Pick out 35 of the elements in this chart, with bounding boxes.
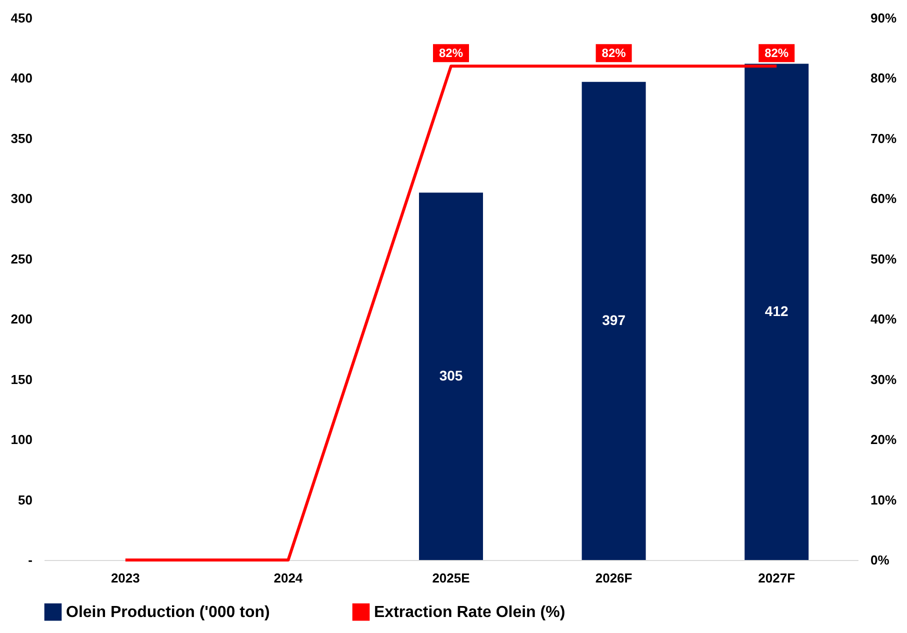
y-tick-label: 200: [10, 312, 32, 327]
y2-tick-label: 30%: [870, 372, 897, 387]
y2-tick-label: 50%: [870, 251, 897, 266]
bar: [419, 192, 483, 560]
data-label: 82%: [764, 46, 789, 60]
y2-tick-label: 90%: [870, 10, 897, 26]
y2-tick-label: 40%: [870, 312, 897, 327]
y2-tick-label: 0%: [870, 552, 890, 568]
x-tick-label: 2027F: [758, 570, 796, 586]
data-label: 82%: [438, 46, 464, 60]
data-label: 397: [602, 312, 626, 328]
y-tick-label: 250: [10, 251, 32, 266]
y-tick-label: 150: [10, 372, 32, 387]
y-tick-label: 450: [10, 10, 32, 26]
y2-tick-label: 10%: [870, 492, 897, 508]
y-tick-label: 100: [10, 432, 32, 448]
y2-tick-label: 20%: [870, 432, 897, 448]
y-tick-label: 350: [10, 130, 32, 146]
y-tick-label: 400: [10, 70, 32, 86]
bar: [582, 82, 646, 560]
data-label: 82%: [602, 46, 626, 60]
x-tick-label: 2024: [274, 570, 304, 586]
y-tick-label: 50: [18, 492, 32, 508]
y-tick-label: -: [28, 552, 32, 568]
data-label: 305: [439, 367, 463, 384]
y2-tick-label: 80%: [870, 70, 897, 86]
data-label: 412: [764, 302, 788, 319]
x-tick-label: 2025E: [432, 570, 470, 586]
y-tick-label: 300: [10, 191, 32, 206]
y2-tick-label: 70%: [870, 130, 897, 146]
legend-label: Olein Production ('000 ton): [66, 604, 270, 622]
x-tick-label: 2026F: [595, 570, 632, 586]
x-tick-label: 2023: [110, 570, 140, 586]
y2-tick-label: 60%: [870, 191, 897, 206]
legend-label: Extraction Rate Olein (%): [374, 604, 566, 622]
